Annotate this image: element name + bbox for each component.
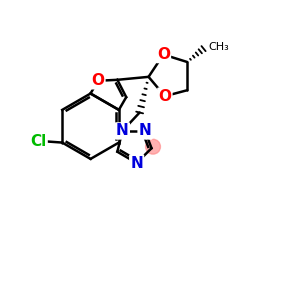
Text: N: N [139, 123, 152, 138]
Circle shape [146, 139, 160, 154]
Text: N: N [116, 123, 129, 138]
Text: Cl: Cl [30, 134, 46, 148]
Text: O: O [157, 47, 170, 62]
Text: N: N [130, 155, 143, 170]
Text: O: O [92, 73, 104, 88]
Text: CH₃: CH₃ [208, 42, 229, 52]
Text: O: O [158, 89, 171, 104]
